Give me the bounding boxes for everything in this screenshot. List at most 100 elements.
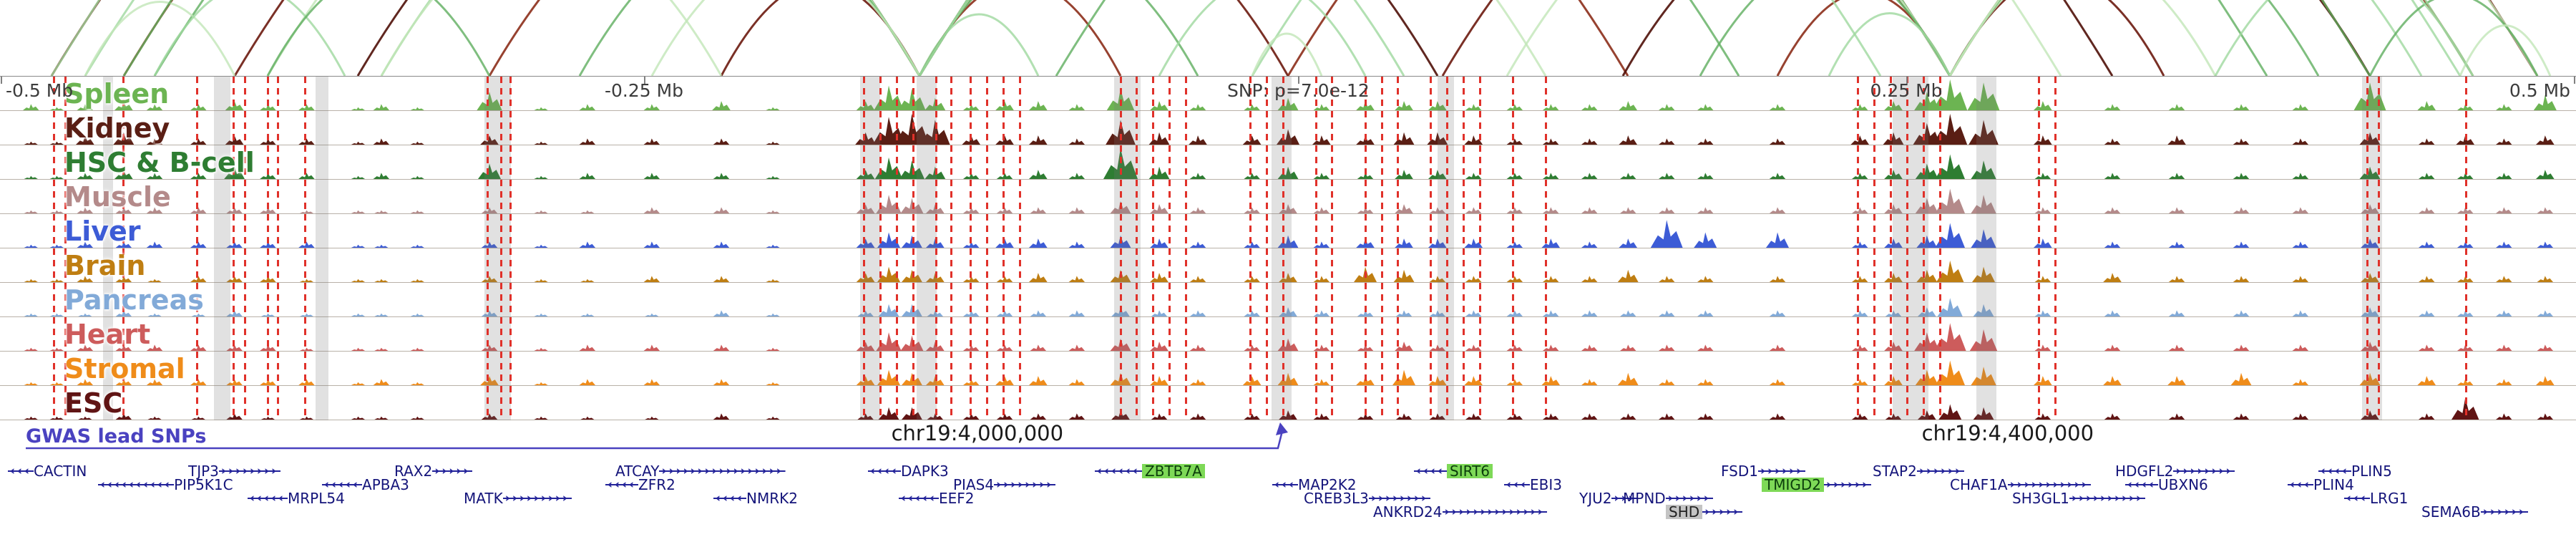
gene-label[interactable]: APBA3: [362, 476, 409, 493]
track-row-spleen[interactable]: Spleen: [0, 77, 2576, 111]
track-label[interactable]: Heart: [64, 318, 151, 350]
interaction-arc[interactable]: [1158, 0, 1367, 76]
gene-label[interactable]: DAPK3: [901, 463, 949, 480]
gene-mpnd[interactable]: MPND ››››››: [1623, 491, 1713, 505]
gene-nmrk2[interactable]: ‹‹‹‹ NMRK2: [713, 491, 798, 505]
gwas-track-label[interactable]: GWAS lead SNPs: [26, 425, 207, 448]
gene-label[interactable]: CHAF1A: [1950, 476, 2008, 493]
track-label[interactable]: Kidney: [64, 112, 170, 144]
interaction-arc[interactable]: [1251, 0, 1951, 76]
gene-tmigd2[interactable]: TMIGD2 ››››››: [1762, 478, 1872, 492]
gene-shd[interactable]: SHD ›››››: [1666, 505, 1743, 519]
gene-label[interactable]: MATK: [464, 490, 503, 507]
interaction-arc[interactable]: [1699, 0, 1951, 76]
signal-tracks[interactable]: Spleen Kidney HSC & B-cell Muscle Liver Brain…: [0, 76, 2576, 420]
interaction-arc[interactable]: [266, 0, 491, 76]
interaction-arc[interactable]: [2368, 0, 2539, 76]
gene-label[interactable]: LRG1: [2370, 490, 2409, 507]
interaction-arc[interactable]: [1948, 0, 2371, 76]
gene-sh3gl1[interactable]: SH3GL1 ››››››››››: [2012, 491, 2145, 505]
gene-label[interactable]: RAX2: [394, 463, 433, 480]
gene-eef2[interactable]: ‹‹‹‹‹ EEF2: [899, 491, 975, 505]
gene-plin5[interactable]: ‹‹‹‹ PLIN5: [2318, 464, 2392, 478]
interaction-arc[interactable]: [380, 0, 921, 76]
gene-label[interactable]: EEF2: [939, 490, 975, 507]
interaction-arc[interactable]: [488, 0, 921, 76]
gene-tjp3[interactable]: TJP3 ››››››››: [188, 464, 280, 478]
interaction-arc[interactable]: [356, 0, 921, 76]
gene-label[interactable]: SIRT6: [1447, 464, 1493, 478]
gene-label[interactable]: CACTIN: [34, 463, 87, 480]
interaction-arc[interactable]: [918, 0, 1547, 76]
interaction-arc[interactable]: [122, 0, 921, 76]
gene-yju2[interactable]: YJU2 ›››: [1579, 491, 1638, 505]
gene-label[interactable]: CREB3L3: [1304, 490, 1369, 507]
track-label[interactable]: ESC: [64, 387, 123, 419]
interaction-arc[interactable]: [918, 0, 2062, 76]
gene-label[interactable]: ATCAY: [615, 463, 660, 480]
gene-annotation-track[interactable]: ‹‹‹ CACTIN TJP3 ›››››››› RAX2 ››››› ATCAY ›››››…: [0, 461, 2576, 537]
gene-label[interactable]: ZFR2: [638, 476, 675, 493]
gene-lrg1[interactable]: ‹‹‹ LRG1: [2344, 491, 2408, 505]
interaction-arc[interactable]: [1506, 0, 1951, 76]
gene-label[interactable]: MPND: [1623, 490, 1666, 507]
track-label[interactable]: Liver: [64, 215, 141, 247]
gene-ubxn6[interactable]: ‹‹‹‹ UBXN6: [2125, 478, 2208, 492]
track-row-liver[interactable]: Liver: [0, 214, 2576, 248]
gene-hdgfl2[interactable]: HDGFL2 ››››››››: [2115, 464, 2235, 478]
interaction-arc[interactable]: [153, 0, 346, 76]
interaction-arc[interactable]: [1251, 32, 1323, 76]
interaction-arc[interactable]: [50, 0, 921, 76]
gene-apba3[interactable]: ‹‹‹‹‹ APBA3: [322, 478, 409, 492]
gene-ankrd24[interactable]: ANKRD24 ››››››››››››››: [1373, 505, 1547, 519]
gene-ebi3[interactable]: ‹‹‹ EBI3: [1504, 478, 1562, 492]
interaction-arc[interactable]: [918, 0, 1122, 76]
track-row-pancreas[interactable]: Pancreas: [0, 283, 2576, 317]
gene-label[interactable]: UBXN6: [2158, 476, 2208, 493]
interaction-arc[interactable]: [918, 0, 1405, 76]
interaction-arc[interactable]: [1621, 0, 1951, 76]
gene-pias4[interactable]: PIAS4 ››››››››: [953, 476, 1056, 493]
gene-label[interactable]: MAP2K2: [1298, 476, 1357, 493]
gene-sirt6[interactable]: ‹‹‹‹ SIRT6: [1414, 464, 1493, 478]
interaction-arc[interactable]: [918, 0, 1951, 76]
interaction-arc[interactable]: [233, 0, 921, 76]
track-row-esc[interactable]: ESC: [0, 386, 2576, 420]
gene-sema6b[interactable]: SEMA6B ››››››: [2421, 505, 2528, 519]
gene-creb3l3[interactable]: CREB3L3 ››››››››: [1304, 491, 1430, 505]
gene-label[interactable]: TJP3: [188, 463, 219, 480]
gene-label[interactable]: MRPL54: [288, 490, 345, 507]
gene-label[interactable]: ANKRD24: [1373, 503, 1443, 521]
gene-zfr2[interactable]: ‹‹‹‹ ZFR2: [605, 478, 675, 492]
interaction-arc[interactable]: [720, 0, 921, 76]
gene-rax2[interactable]: RAX2 ›››››: [394, 463, 473, 480]
gene-chaf1a[interactable]: CHAF1A ›››››››››››: [1950, 478, 2091, 492]
interaction-arc[interactable]: [2214, 0, 2474, 76]
interaction-arc[interactable]: [1948, 0, 2165, 76]
gene-matk[interactable]: MATK ›››››››››: [464, 491, 572, 505]
gene-dapk3[interactable]: ‹‹‹‹ DAPK3: [868, 464, 949, 478]
interaction-arc[interactable]: [1948, 0, 2474, 76]
gene-plin4[interactable]: ‹‹‹ PLIN4: [2288, 478, 2354, 492]
gene-label[interactable]: FSD1: [1721, 463, 1758, 480]
gene-cactin[interactable]: ‹‹‹ CACTIN: [8, 464, 87, 478]
gene-label[interactable]: PLIN5: [2351, 463, 2392, 480]
interaction-arc[interactable]: [153, 0, 921, 76]
gene-mrpl54[interactable]: ‹‹‹‹‹ MRPL54: [248, 491, 345, 505]
gene-label[interactable]: ZBTB7A: [1142, 464, 1205, 478]
interaction-arc[interactable]: [1828, 12, 1951, 77]
gene-pip5k1c[interactable]: ‹‹‹‹‹‹‹‹‹‹ PIP5K1C: [98, 478, 233, 492]
gene-fsd1[interactable]: FSD1 ››››››: [1721, 463, 1806, 480]
gene-label[interactable]: SEMA6B: [2421, 503, 2481, 521]
interaction-arc[interactable]: [50, 0, 2474, 76]
interaction-arc[interactable]: [918, 0, 2462, 76]
gene-map2k2[interactable]: ‹‹‹ MAP2K2: [1272, 478, 1357, 492]
interaction-arc[interactable]: [1776, 0, 1951, 76]
interaction-arc[interactable]: [2459, 24, 2552, 77]
gene-stap2[interactable]: STAP2 ››››››: [1873, 464, 1964, 478]
gene-label[interactable]: PIAS4: [953, 476, 995, 493]
gene-label[interactable]: NMRK2: [746, 490, 798, 507]
interaction-arc[interactable]: [84, 0, 921, 76]
interaction-arc[interactable]: [650, 0, 921, 76]
track-label[interactable]: Pancreas: [64, 284, 204, 316]
